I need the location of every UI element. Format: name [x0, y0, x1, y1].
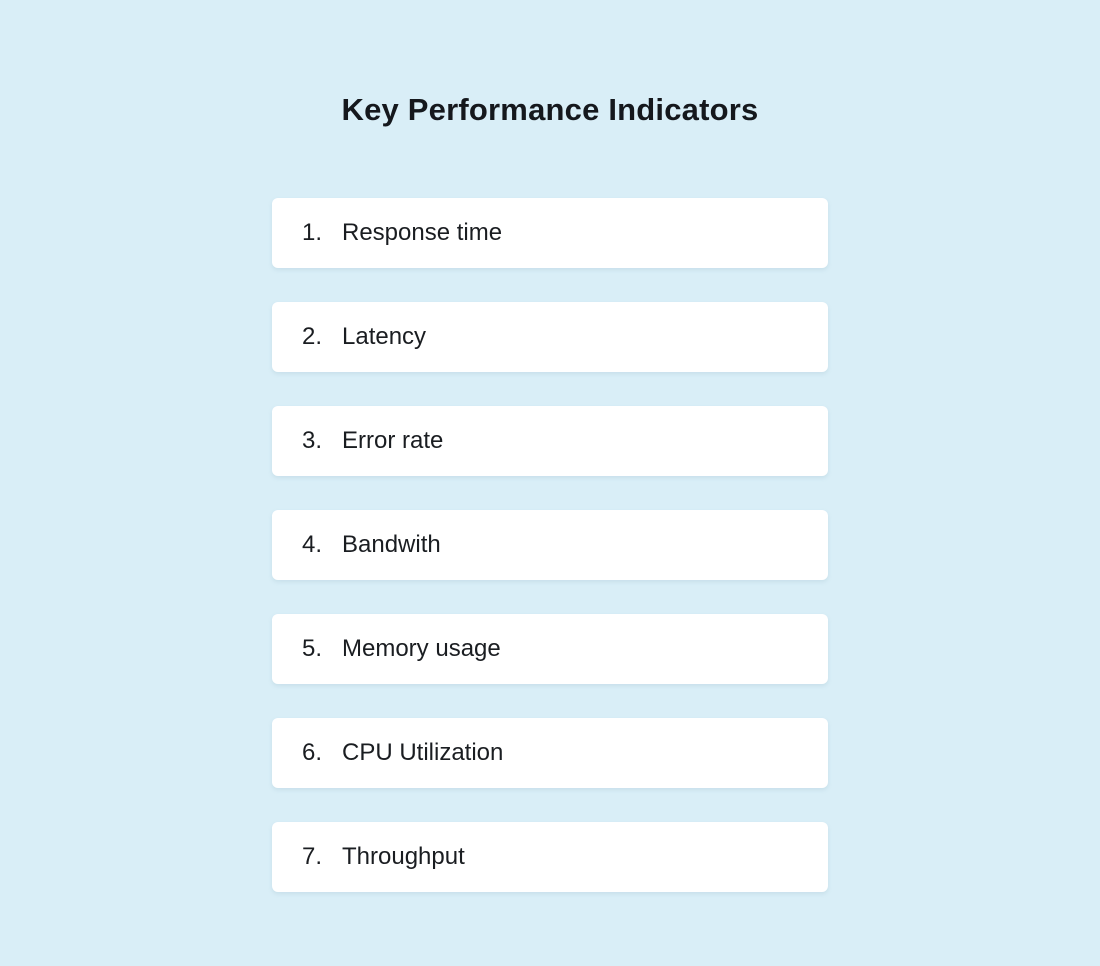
- item-label: Memory usage: [342, 635, 501, 662]
- list-item: 3. Error rate: [272, 406, 828, 476]
- item-label: Latency: [342, 323, 427, 350]
- item-number: 4.: [302, 531, 323, 558]
- item-label: CPU Utilization: [342, 739, 504, 766]
- list-item: 4. Bandwith: [272, 510, 828, 580]
- item-label: Error rate: [342, 427, 444, 454]
- item-label: Response time: [342, 219, 503, 246]
- list-item: 1. Response time: [272, 198, 828, 268]
- list-item: 5. Memory usage: [272, 614, 828, 684]
- item-number: 3.: [302, 427, 323, 454]
- item-number: 2.: [302, 323, 323, 350]
- item-number: 7.: [302, 843, 323, 870]
- list-item: 6. CPU Utilization: [272, 718, 828, 788]
- page-title: Key Performance Indicators: [341, 92, 759, 127]
- list-item: 7. Throughput: [272, 822, 828, 892]
- item-number: 6.: [302, 739, 323, 766]
- list-item: 2. Latency: [272, 302, 828, 372]
- item-label: Bandwith: [342, 531, 441, 558]
- item-number: 5.: [302, 635, 323, 662]
- kpi-list: 1. Response time 2. Latency 3. Error rat…: [272, 198, 828, 892]
- item-number: 1.: [302, 219, 323, 246]
- item-label: Throughput: [342, 843, 465, 870]
